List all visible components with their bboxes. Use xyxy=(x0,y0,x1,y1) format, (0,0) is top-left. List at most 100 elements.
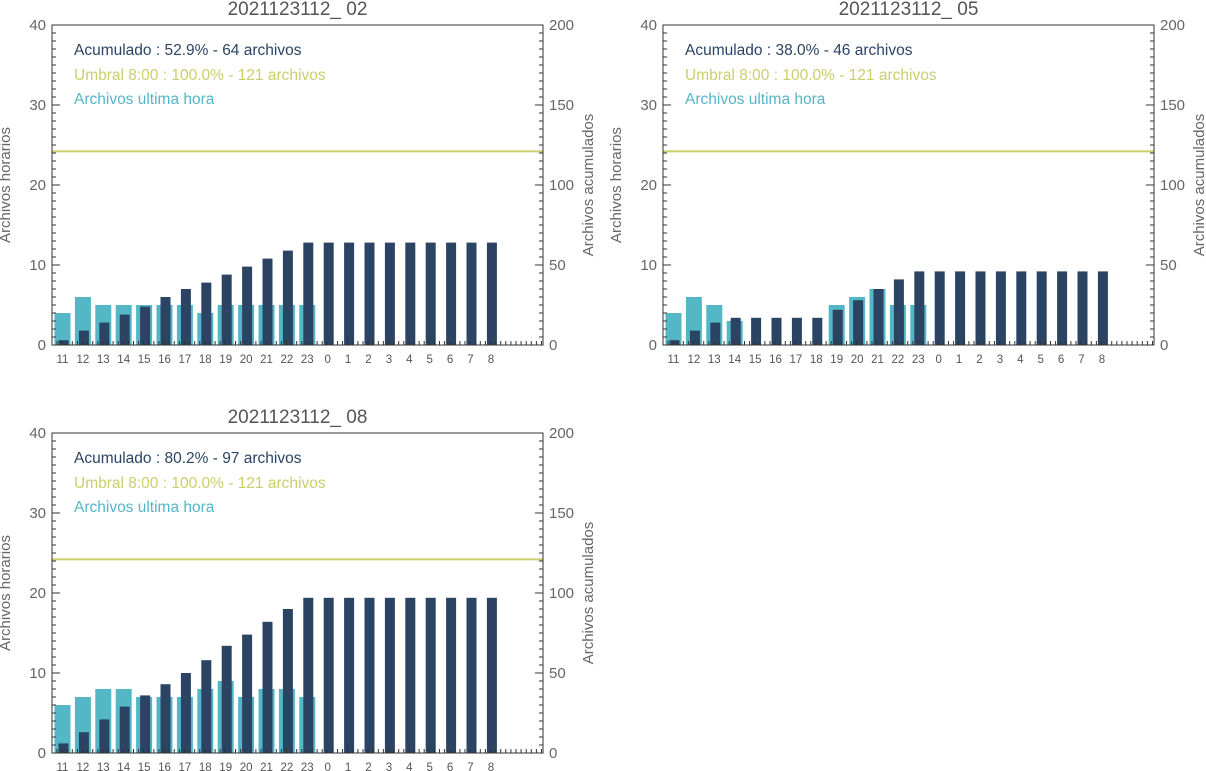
x-tick-label: 16 xyxy=(158,762,171,771)
x-tick-label: 13 xyxy=(708,354,721,366)
accumulated-bar xyxy=(710,322,721,345)
accumulated-bar xyxy=(242,266,253,345)
accumulated-bar xyxy=(58,743,69,753)
accumulated-bar xyxy=(160,297,171,345)
x-tick-label: 23 xyxy=(912,354,925,366)
y-left-tick-label: 30 xyxy=(640,97,657,114)
hourly-bar xyxy=(54,313,71,345)
accumulated-bar xyxy=(486,242,497,345)
x-tick-label: 14 xyxy=(728,354,741,366)
x-tick-label: 21 xyxy=(871,354,884,366)
accumulated-bar xyxy=(160,684,171,753)
x-tick-label: 17 xyxy=(179,354,192,366)
y-right-tick-label: 100 xyxy=(549,585,574,602)
chart-title: 2021123112_ 08 xyxy=(228,407,368,428)
accumulated-bar xyxy=(1097,271,1108,345)
y-left-tick-label: 40 xyxy=(640,17,657,34)
x-tick-label: 1 xyxy=(345,762,351,771)
x-tick-label: 0 xyxy=(324,354,330,366)
accumulated-bar xyxy=(771,317,782,345)
accumulated-bar xyxy=(486,597,497,753)
hourly-bar xyxy=(665,313,682,345)
x-tick-label: 17 xyxy=(790,354,803,366)
chart-panel-3: 2021123112_ 08 Archivos horarios Archivos … xyxy=(0,407,597,771)
accumulated-bar xyxy=(78,732,89,753)
y-right-tick-label: 200 xyxy=(549,425,574,442)
y-right-tick-label: 50 xyxy=(549,665,566,682)
x-tick-label: 11 xyxy=(57,354,69,366)
x-tick-label: 0 xyxy=(324,762,330,771)
accumulated-bar xyxy=(262,258,273,345)
x-tick-label: 22 xyxy=(892,354,905,366)
y-left-tick-label: 20 xyxy=(29,585,46,602)
y-right-tick-label: 150 xyxy=(549,505,574,522)
y-right-tick-label: 200 xyxy=(1160,17,1185,34)
accumulated-bar xyxy=(78,330,89,345)
accumulated-bar xyxy=(99,322,110,345)
y-left-tick-label: 30 xyxy=(29,505,46,522)
accumulated-bar xyxy=(853,300,864,345)
y-left-tick-label: 40 xyxy=(29,17,46,34)
y-axis-right-label: Archivos acumulados xyxy=(580,522,597,665)
accumulated-bar xyxy=(119,706,130,753)
y-left-tick-label: 0 xyxy=(38,337,46,354)
x-tick-label: 11 xyxy=(57,762,69,771)
y-left-tick-label: 10 xyxy=(640,257,657,274)
x-tick-label: 14 xyxy=(117,354,130,366)
x-tick-label: 8 xyxy=(1099,354,1105,366)
y-left-tick-label: 20 xyxy=(29,177,46,194)
accumulated-bar xyxy=(893,279,904,345)
accumulated-bar xyxy=(873,289,884,345)
x-tick-label: 22 xyxy=(281,762,294,771)
x-tick-label: 21 xyxy=(260,354,273,366)
y-left-tick-label: 30 xyxy=(29,97,46,114)
x-tick-label: 8 xyxy=(488,354,494,366)
accumulated-bar xyxy=(446,597,457,753)
y-right-tick-label: 0 xyxy=(549,337,557,354)
accumulated-bar xyxy=(344,242,355,345)
accumulated-bar xyxy=(934,271,945,345)
accumulated-bar xyxy=(201,282,212,345)
accumulated-bar xyxy=(180,673,191,753)
y-axis-right-label: Archivos acumulados xyxy=(1191,114,1206,257)
x-tick-label: 6 xyxy=(1058,354,1064,366)
y-axis-right-label: Archivos acumulados xyxy=(580,114,597,257)
legend-hourly: Archivos ultima hora xyxy=(685,91,826,108)
x-tick-label: 13 xyxy=(97,354,110,366)
accumulated-bar xyxy=(242,634,253,753)
x-tick-label: 15 xyxy=(749,354,762,366)
accumulated-bar xyxy=(955,271,966,345)
x-tick-label: 20 xyxy=(240,762,253,771)
accumulated-bar xyxy=(323,597,334,753)
x-tick-label: 4 xyxy=(406,762,413,771)
x-tick-label: 3 xyxy=(997,354,1003,366)
accumulated-bar xyxy=(466,597,477,753)
accumulated-bar xyxy=(689,330,700,345)
y-right-tick-label: 50 xyxy=(1160,257,1177,274)
accumulated-bar xyxy=(1036,271,1047,345)
hourly-bar xyxy=(54,705,71,753)
accumulated-bar xyxy=(384,242,395,345)
accumulated-bar xyxy=(995,271,1006,345)
accumulated-bar xyxy=(303,242,314,345)
x-tick-label: 1 xyxy=(956,354,962,366)
y-axis-left-label: Archivos horarios xyxy=(0,535,14,651)
y-right-tick-label: 50 xyxy=(549,257,566,274)
x-tick-label: 13 xyxy=(97,762,110,771)
accumulated-bar xyxy=(1077,271,1088,345)
x-tick-label: 19 xyxy=(219,354,232,366)
x-tick-label: 12 xyxy=(688,354,701,366)
x-tick-label: 2 xyxy=(365,762,371,771)
y-right-tick-label: 100 xyxy=(1160,177,1185,194)
x-tick-label: 7 xyxy=(1078,354,1084,366)
accumulated-bar xyxy=(1057,271,1068,345)
accumulated-bar xyxy=(140,695,151,753)
accumulated-bar xyxy=(466,242,477,345)
legend-threshold: Umbral 8:00 : 100.0% - 121 archivos xyxy=(74,67,326,84)
accumulated-bar xyxy=(384,597,395,753)
x-tick-label: 4 xyxy=(1017,354,1024,366)
x-tick-label: 20 xyxy=(240,354,253,366)
accumulated-bar xyxy=(425,242,436,345)
accumulated-bar xyxy=(914,271,925,345)
